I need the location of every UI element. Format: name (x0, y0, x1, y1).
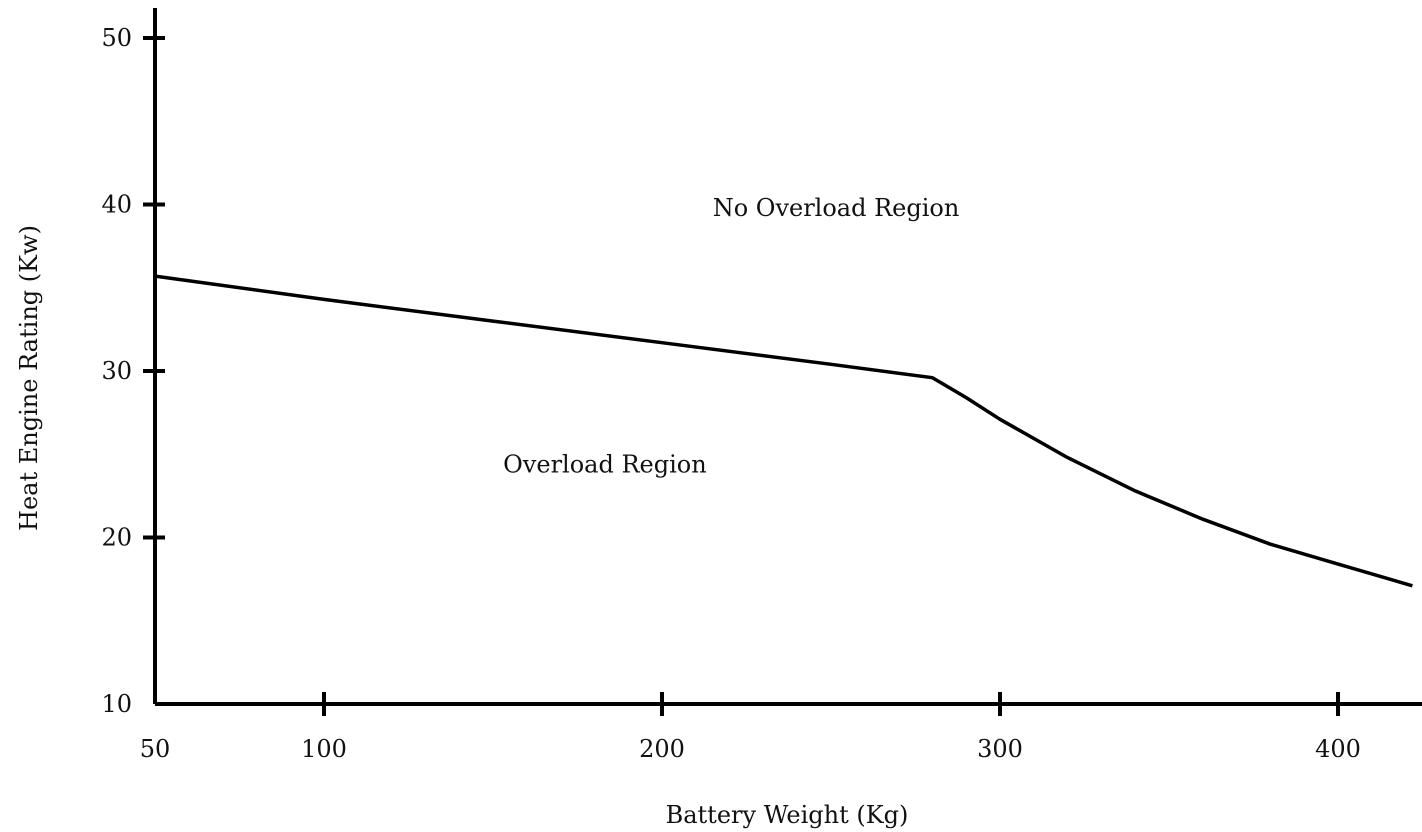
y-axis-title: Heat Engine Rating (Kw) (15, 225, 43, 531)
y-tick-label: 30 (101, 357, 132, 385)
x-tick-label: 100 (301, 735, 347, 763)
y-tick-label: 20 (101, 524, 132, 552)
no-overload-region-label: No Overload Region (713, 194, 960, 222)
region-annotations: No Overload Region Overload Region (503, 194, 959, 478)
y-tick-label: 40 (101, 191, 132, 219)
x-tick-label: 300 (977, 735, 1023, 763)
tick-labels: 50 100 200 300 400 10 20 30 40 50 (101, 24, 1360, 763)
tick-marks (143, 36, 1340, 716)
overload-region-label: Overload Region (503, 451, 707, 479)
series-line (154, 274, 1413, 588)
x-tick-label: 400 (1315, 735, 1361, 763)
x-axis-title: Battery Weight (Kg) (666, 801, 909, 829)
y-tick-label: 50 (101, 24, 132, 52)
x-tick-label: 50 (140, 735, 171, 763)
y-tick-label: 10 (101, 690, 132, 718)
x-tick-label: 200 (639, 735, 685, 763)
